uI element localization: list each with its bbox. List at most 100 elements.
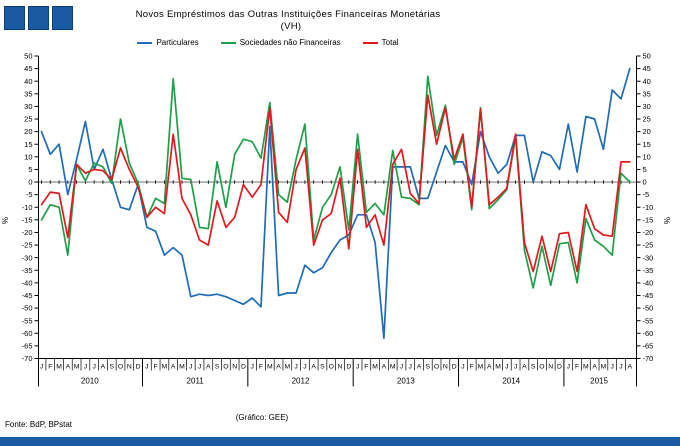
month-label: J: [251, 364, 254, 371]
y-tick-label-right: 45: [643, 64, 651, 73]
y-tick-label-right: -55: [643, 316, 654, 325]
month-label: J: [619, 364, 622, 371]
month-label: A: [66, 364, 71, 371]
month-label: D: [557, 364, 562, 371]
month-label: O: [118, 364, 123, 371]
month-label: M: [478, 364, 484, 371]
month-label: N: [548, 364, 553, 371]
y-tick-label-right: -45: [643, 291, 654, 300]
series-line-sociedades-nao-financeiras: [40, 75, 631, 289]
y-tick-label-left: -45: [22, 291, 33, 300]
y-tick-label-right: 25: [643, 115, 651, 124]
month-label: A: [101, 364, 106, 371]
month-label: M: [390, 364, 396, 371]
chart-title: Novos Empréstimos das Outras Instituiçõe…: [135, 9, 441, 20]
y-tick-label-left: -20: [22, 228, 33, 237]
month-label: J: [145, 364, 148, 371]
y-axis-unit-right: %: [663, 216, 673, 225]
year-label: 2014: [502, 377, 520, 386]
y-tick-label-left: -30: [22, 253, 33, 262]
month-label: S: [531, 364, 536, 371]
month-label: D: [346, 364, 351, 371]
y-tick-label-right: -70: [643, 354, 654, 363]
month-label: S: [215, 364, 220, 371]
y-tick-label-right: 50: [643, 52, 651, 61]
month-label: F: [259, 364, 263, 371]
month-label: J: [400, 364, 403, 371]
y-tick-label-right: -5: [643, 190, 650, 199]
y-axis-unit-left: %: [1, 216, 11, 225]
y-tick-label-left: -15: [22, 215, 33, 224]
month-label: J: [505, 364, 508, 371]
y-tick-label-right: 40: [643, 77, 651, 86]
month-label: O: [223, 364, 228, 371]
bottom-brand-bar: [0, 437, 680, 446]
month-label: F: [364, 364, 368, 371]
month-label: J: [294, 364, 297, 371]
y-tick-label-left: -5: [26, 190, 33, 199]
source-note: Fonte: BdP, BPstat: [5, 420, 73, 429]
y-tick-label-right: 15: [643, 140, 651, 149]
month-label: A: [206, 364, 211, 371]
month-label: M: [583, 364, 589, 371]
month-label: N: [127, 364, 132, 371]
month-label: M: [74, 364, 80, 371]
y-tick-label-right: 20: [643, 127, 651, 136]
legend-item-3: Total: [362, 38, 399, 47]
year-label: 2015: [590, 377, 608, 386]
y-tick-label-right: -60: [643, 329, 654, 338]
y-tick-label-right: -40: [643, 278, 654, 287]
month-label: F: [470, 364, 474, 371]
y-tick-label-left: 5: [28, 165, 32, 174]
legend-item-2: Sociedades não Financeiras: [220, 38, 341, 47]
month-label: J: [610, 364, 613, 371]
legend-swatch: [220, 41, 236, 44]
y-tick-label-right: 10: [643, 152, 651, 161]
logo-square: [4, 6, 25, 30]
y-tick-label-right: -25: [643, 241, 654, 250]
legend-label: Total: [381, 38, 399, 47]
month-label: D: [241, 364, 246, 371]
y-tick-label-left: -10: [22, 203, 33, 212]
y-tick-label-left: -35: [22, 266, 33, 275]
y-tick-label-right: -35: [643, 266, 654, 275]
month-label: A: [171, 364, 176, 371]
y-tick-label-left: -55: [22, 316, 33, 325]
y-tick-label-left: 50: [24, 52, 32, 61]
month-label: J: [92, 364, 95, 371]
year-label: 2011: [187, 377, 205, 386]
month-label: J: [84, 364, 87, 371]
gee-logo: [4, 6, 73, 30]
month-label: N: [232, 364, 237, 371]
y-tick-label-left: -50: [22, 304, 33, 313]
month-label: A: [592, 364, 597, 371]
legend-item-1: Particulares: [137, 38, 199, 47]
y-tick-label-left: -25: [22, 241, 33, 250]
y-tick-label-left: -60: [22, 329, 33, 338]
y-tick-label-left: -70: [22, 354, 33, 363]
month-label: J: [356, 364, 359, 371]
legend-label: Particulares: [156, 38, 199, 47]
legend-label: Sociedades não Financeiras: [239, 38, 341, 47]
y-tick-label-left: 30: [24, 102, 32, 111]
month-label: D: [136, 364, 141, 371]
month-label: F: [48, 364, 52, 371]
month-label: D: [452, 364, 457, 371]
y-tick-label-right: -20: [643, 228, 654, 237]
month-label: S: [109, 364, 114, 371]
y-tick-label-right: 35: [643, 89, 651, 98]
month-label: A: [522, 364, 527, 371]
month-label: F: [154, 364, 158, 371]
y-tick-label-left: 25: [24, 115, 32, 124]
y-tick-label-left: 0: [28, 178, 32, 187]
y-tick-label-right: -30: [643, 253, 654, 262]
month-label: A: [417, 364, 422, 371]
month-label: J: [40, 364, 43, 371]
month-label: M: [56, 364, 62, 371]
year-label: 2013: [397, 377, 415, 386]
month-label: M: [495, 364, 501, 371]
month-label: J: [567, 364, 570, 371]
